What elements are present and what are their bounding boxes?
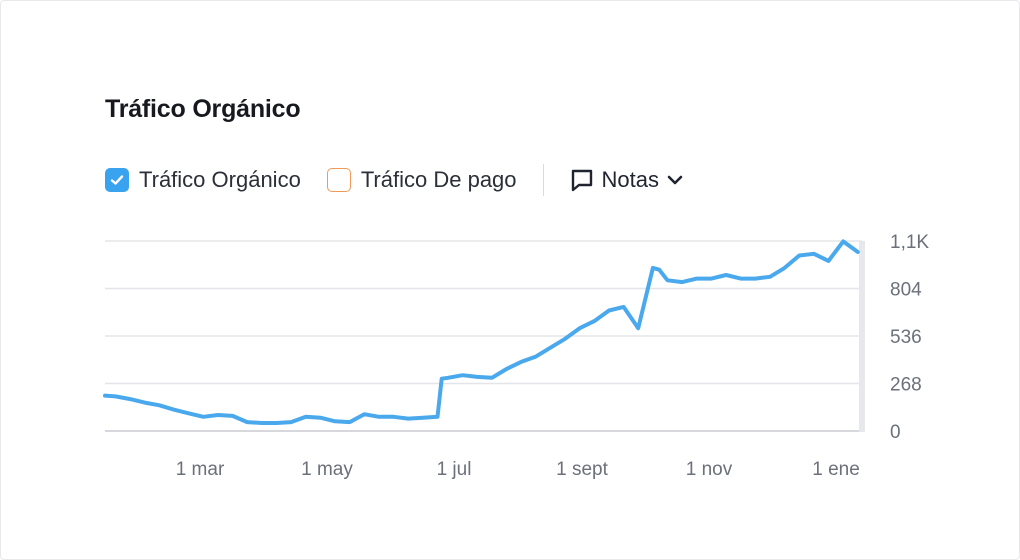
y-tick-label: 804	[890, 280, 922, 301]
y-tick-label: 0	[890, 422, 901, 443]
x-tick-label: 1 mar	[176, 459, 225, 480]
chevron-down-icon	[667, 175, 683, 185]
series-line-organic	[103, 239, 860, 425]
y-tick-label: 268	[890, 375, 922, 396]
speech-bubble-icon	[571, 169, 592, 192]
legend-item-paid[interactable]: Tráfico De pago	[326, 167, 517, 193]
legend: Tráfico Orgánico Tráfico De pago Notas	[105, 163, 683, 197]
checkmark-icon	[110, 175, 124, 185]
legend-item-organic[interactable]: Tráfico Orgánico	[105, 167, 301, 193]
notes-label: Notas	[601, 167, 660, 192]
y-tick-label: 1,1K	[890, 232, 929, 253]
legend-label-organic: Tráfico Orgánico	[139, 167, 301, 192]
organic-checkbox[interactable]	[105, 168, 129, 192]
x-tick-label: 1 ene	[812, 459, 860, 480]
x-tick-label: 1 sept	[556, 459, 608, 480]
legend-label-paid: Tráfico De pago	[360, 167, 517, 192]
chart-title: Tráfico Orgánico	[105, 95, 301, 123]
x-tick-label: 1 jul	[437, 459, 472, 480]
x-tick-label: 1 may	[301, 459, 353, 480]
paid-checkbox[interactable]	[326, 168, 351, 192]
y-tick-label: 536	[890, 327, 922, 348]
range-handle[interactable]	[859, 241, 865, 432]
notes-dropdown[interactable]: Notas	[570, 167, 683, 193]
legend-divider	[542, 164, 544, 196]
x-tick-label: 1 nov	[686, 459, 733, 480]
